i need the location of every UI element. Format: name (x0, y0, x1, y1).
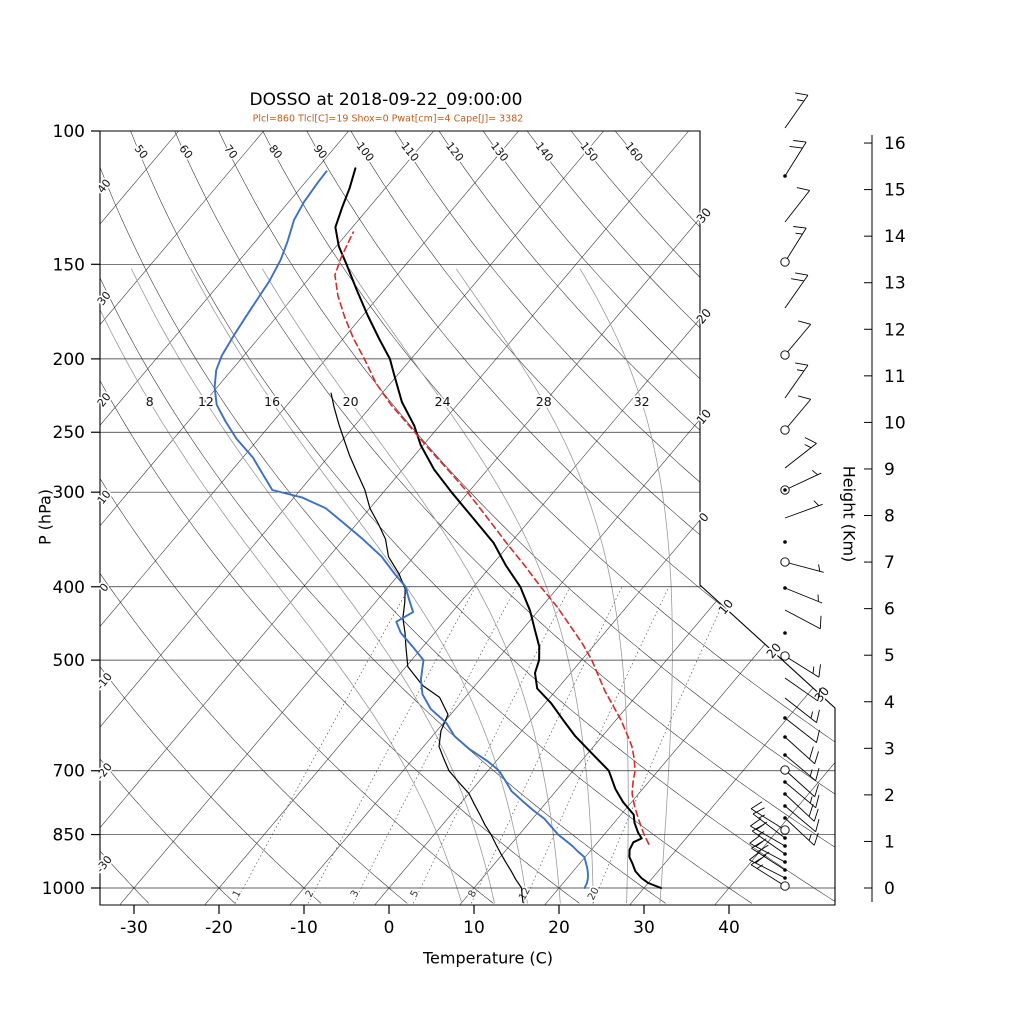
svg-text:32: 32 (634, 394, 650, 409)
svg-text:16: 16 (264, 394, 280, 409)
svg-text:20: 20 (343, 394, 359, 409)
svg-text:24: 24 (435, 394, 451, 409)
height-axis-label: Height (Km) (839, 465, 859, 563)
svg-text:850: 850 (53, 826, 85, 846)
svg-text:10: 10 (694, 406, 715, 427)
svg-text:150: 150 (53, 255, 85, 275)
svg-text:20: 20 (343, 394, 359, 409)
svg-text:28: 28 (536, 394, 552, 409)
svg-text:32: 32 (634, 394, 650, 409)
svg-text:20: 20 (586, 886, 602, 902)
svg-text:50: 50 (132, 142, 151, 161)
svg-text:15: 15 (884, 181, 906, 201)
svg-text:60: 60 (176, 142, 195, 161)
chart-subtitle: Plcl=860 Tlcl[C]=19 Shox=0 Pwat[cm]=4 Ca… (252, 113, 524, 125)
svg-text:12: 12 (198, 394, 214, 409)
svg-text:8: 8 (467, 889, 480, 900)
svg-text:2: 2 (304, 889, 317, 900)
svg-text:12: 12 (198, 394, 214, 409)
svg-text:20: 20 (694, 306, 715, 327)
temperature-axis-label: Temperature (C) (422, 948, 554, 968)
svg-text:9: 9 (884, 460, 895, 480)
svg-text:8: 8 (146, 394, 154, 409)
svg-text:20: 20 (548, 918, 570, 938)
svg-text:2: 2 (884, 786, 895, 806)
svg-text:100: 100 (353, 140, 376, 165)
svg-text:70: 70 (221, 142, 240, 161)
svg-text:0: 0 (884, 879, 895, 899)
svg-text:6: 6 (884, 600, 895, 620)
svg-text:1: 1 (884, 832, 895, 852)
svg-text:8: 8 (884, 507, 895, 527)
svg-text:-30: -30 (120, 918, 148, 938)
svg-text:3: 3 (884, 739, 895, 759)
svg-text:130: 130 (488, 140, 511, 165)
svg-text:0: 0 (696, 510, 712, 525)
svg-text:10: 10 (884, 413, 906, 433)
svg-text:30: 30 (694, 205, 715, 226)
svg-text:-20: -20 (94, 761, 115, 783)
svg-text:12: 12 (884, 320, 906, 340)
svg-text:30: 30 (633, 918, 655, 938)
svg-text:-30: -30 (94, 853, 115, 875)
svg-text:200: 200 (53, 350, 85, 370)
svg-text:40: 40 (95, 177, 114, 196)
svg-text:1: 1 (231, 889, 244, 900)
svg-text:400: 400 (53, 578, 85, 598)
svg-text:1000: 1000 (42, 879, 85, 899)
svg-text:40: 40 (718, 918, 740, 938)
svg-text:30: 30 (95, 289, 114, 308)
svg-text:90: 90 (311, 142, 330, 161)
svg-text:20: 20 (95, 390, 114, 409)
pressure-axis-label: P (hPa) (35, 488, 55, 546)
svg-text:13: 13 (884, 274, 906, 294)
svg-text:300: 300 (53, 483, 85, 503)
svg-text:5: 5 (884, 646, 895, 666)
svg-text:110: 110 (398, 140, 421, 165)
svg-text:-10: -10 (290, 918, 318, 938)
svg-text:500: 500 (53, 651, 85, 671)
svg-text:10: 10 (95, 488, 114, 507)
svg-text:-20: -20 (205, 918, 233, 938)
svg-text:700: 700 (53, 762, 85, 782)
svg-text:14: 14 (884, 227, 906, 247)
svg-text:0: 0 (384, 918, 395, 938)
svg-text:0: 0 (97, 581, 112, 595)
svg-text:-10: -10 (94, 670, 115, 692)
svg-text:5: 5 (409, 889, 422, 900)
svg-text:250: 250 (53, 423, 85, 443)
svg-text:11: 11 (884, 367, 906, 387)
svg-text:16: 16 (884, 134, 906, 154)
svg-text:24: 24 (435, 394, 451, 409)
svg-text:30: 30 (812, 684, 833, 705)
svg-text:3: 3 (349, 889, 362, 900)
svg-text:4: 4 (884, 693, 895, 713)
svg-text:16: 16 (264, 394, 280, 409)
svg-text:10: 10 (463, 918, 485, 938)
svg-text:100: 100 (53, 122, 85, 142)
svg-text:28: 28 (536, 394, 552, 409)
svg-text:7: 7 (884, 553, 895, 573)
svg-text:8: 8 (146, 394, 154, 409)
svg-text:80: 80 (266, 142, 285, 161)
svg-text:10: 10 (716, 597, 737, 618)
svg-text:120: 120 (443, 140, 466, 165)
chart-title: DOSSO at 2018-09-22_09:00:00 (249, 90, 523, 110)
